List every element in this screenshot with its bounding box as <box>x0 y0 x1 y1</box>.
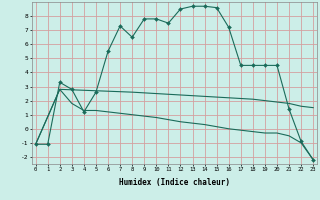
X-axis label: Humidex (Indice chaleur): Humidex (Indice chaleur) <box>119 178 230 187</box>
